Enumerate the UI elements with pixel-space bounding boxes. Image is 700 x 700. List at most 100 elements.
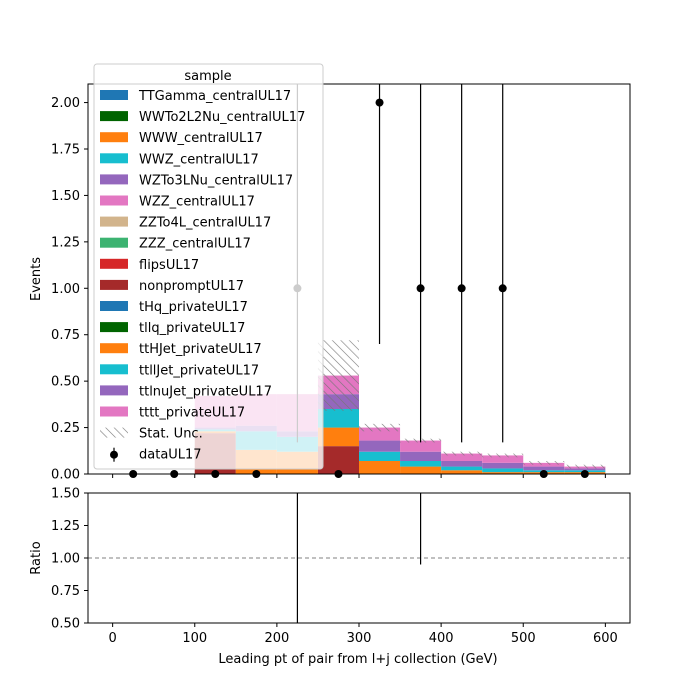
legend-swatch-5: [100, 195, 128, 206]
legend-swatch-3: [100, 153, 128, 164]
main-ytick-label-0: 0.00: [51, 468, 80, 483]
x-axis-label: Leading pt of pair from l+j collection (…: [218, 652, 497, 667]
main-ytick-label-1: 0.25: [51, 421, 80, 436]
ratio-y-ticks: 0.50 0.75 1.00 1.25 1.50: [51, 487, 88, 632]
bar-ttllJet_privateUL17-bin-5: [317, 409, 359, 428]
legend-swatch-0: [100, 90, 128, 100]
legend-swatch-8: [100, 258, 128, 269]
legend-label-2: WWW_centralUL17: [139, 131, 263, 146]
data-point-8: [457, 284, 466, 293]
legend-label-0: TTGamma_centralUL17: [138, 89, 291, 104]
legend-label-14: ttlnuJet_privateUL17: [139, 384, 272, 399]
main-ytick-label-4: 1.00: [51, 282, 80, 297]
legend-label-15: tttt_privateUL17: [139, 406, 245, 421]
ratio-ytick-label-2: 1.00: [51, 552, 80, 567]
bar-ttllJet_privateUL17-bin-7: [400, 461, 442, 467]
ratio-panel: 0.50 0.75 1.00 1.25 1.50 0 100 200 300 400 500 600…: [29, 487, 631, 667]
bar-ttlnuJet_privateUL17-bin-10: [523, 466, 565, 471]
legend-label-13: ttllJet_privateUL17: [139, 363, 259, 378]
stat-unc-bin-11: [564, 464, 606, 469]
ratio-error-bars: [296, 493, 422, 623]
legend-label-12: ttHJet_privateUL17: [139, 342, 262, 357]
main-ytick-label-2: 0.50: [51, 375, 80, 390]
main-ytick-label-5: 1.25: [51, 235, 80, 250]
legend-swatch-11: [100, 322, 128, 333]
ratio-xtick-label-4: 400: [429, 631, 454, 646]
main-ytick-label-3: 0.75: [51, 328, 80, 343]
data-point-6: [375, 98, 384, 107]
legend-swatch-10: [100, 301, 128, 311]
ratio-xtick-label-2: 200: [264, 631, 289, 646]
bar-tttt_privateUL17-bin-7: [400, 440, 442, 452]
stat-unc-bin-10: [523, 461, 565, 465]
legend-swatch-14: [100, 385, 128, 396]
legend-label-9: nonpromptUL17: [139, 279, 244, 294]
ratio-y-axis-label: Ratio: [29, 541, 44, 574]
stat-unc-bin-9: [482, 453, 524, 458]
ratio-xtick-label-5: 500: [511, 631, 536, 646]
legend-swatch-2: [100, 132, 128, 143]
data-point-7: [416, 284, 425, 293]
legend-swatch-1: [100, 111, 128, 122]
stat-uncertainty-bands: [317, 340, 606, 469]
ratio-ytick-label-4: 1.50: [51, 487, 80, 502]
main-ytick-label-8: 2.00: [51, 96, 80, 111]
ratio-plot-frame: [87, 492, 631, 624]
bar-ttllJet_privateUL17-bin-8: [441, 466, 483, 471]
legend-swatch-15: [100, 406, 128, 417]
legend-label-data: dataUL17: [139, 448, 202, 463]
ratio-ytick-label-3: 1.25: [51, 519, 80, 534]
main-y-ticks: 0.00 0.25 0.50 0.75 1.00 1.25 1.50 1.75 2.00: [51, 96, 88, 483]
legend-title: sample: [184, 69, 231, 84]
bar-nonpromptUL17-bin-5: [317, 446, 359, 474]
main-panel: 0.00 0.25 0.50 0.75 1.00 1.25 1.50 1.75 2.00 Eve…: [29, 83, 631, 483]
legend-label-5: WZZ_centralUL17: [139, 195, 255, 210]
ratio-ytick-label-0: 0.50: [51, 617, 80, 632]
ratio-xtick-label-0: 0: [108, 631, 116, 646]
main-x-ticks: [112, 474, 606, 478]
bar-ttllJet_privateUL17-bin-6: [359, 451, 401, 461]
ratio-ytick-label-1: 0.75: [51, 584, 80, 599]
legend-swatch-6: [100, 216, 128, 227]
ratio-xtick-label-3: 300: [347, 631, 372, 646]
legend-label-1: WWTo2L2Nu_centralUL17: [139, 110, 305, 125]
legend: sample TTGamma_centralUL17 WWTo2L2Nu_cent…: [93, 63, 324, 470]
legend-label-10: tHq_privateUL17: [139, 300, 248, 315]
legend-swatch-12: [100, 343, 128, 354]
legend-label-6: ZZTo4L_centralUL17: [139, 216, 271, 231]
legend-entries: TTGamma_centralUL17 WWTo2L2Nu_centralUL17…: [100, 89, 305, 463]
bar-ttlnuJet_privateUL17-bin-7: [400, 451, 442, 461]
main-y-axis-label: Events: [29, 257, 44, 301]
stat-unc-bin-5: [317, 340, 359, 411]
legend-swatch-stat-unc: [100, 427, 128, 438]
data-point-9: [498, 284, 507, 293]
bar-ttlnuJet_privateUL17-bin-8: [441, 461, 483, 467]
legend-swatch-7: [100, 237, 128, 248]
legend-label-4: WZTo3LNu_centralUL17: [139, 173, 293, 188]
bar-ttllJet_privateUL17-bin-9: [482, 468, 524, 473]
bar-tttt_privateUL17-bin-8: [441, 453, 483, 461]
bar-ttlnuJet_privateUL17-bin-9: [482, 462, 524, 469]
bar-ttlnuJet_privateUL17-bin-11: [564, 468, 606, 471]
bar-ttHJet_privateUL17-bin-5: [317, 427, 359, 447]
legend-label-3: WWZ_centralUL17: [139, 152, 259, 167]
legend-swatch-9: [100, 279, 128, 290]
bar-tttt_privateUL17-bin-9: [482, 455, 524, 463]
bar-ttHJet_privateUL17-bin-8: [441, 470, 483, 474]
ratio-x-ticks: 0 100 200 300 400 500 600: [108, 623, 618, 646]
stat-unc-bin-8: [441, 451, 483, 456]
legend-label-11: tllq_privateUL17: [139, 321, 245, 336]
main-ytick-label-7: 1.75: [51, 143, 80, 158]
bar-ttHJet_privateUL17-bin-9: [482, 472, 524, 474]
legend-swatch-4: [100, 174, 128, 185]
bar-ttHJet_privateUL17-bin-6: [359, 461, 401, 474]
legend-label-7: ZZZ_centralUL17: [139, 237, 251, 252]
ratio-xtick-label-1: 100: [182, 631, 207, 646]
legend-swatch-13: [100, 364, 128, 375]
legend-label-8: flipsUL17: [139, 258, 199, 273]
bar-ttlnuJet_privateUL17-bin-6: [359, 440, 401, 452]
legend-label-stat-unc: Stat. Unc.: [139, 427, 203, 442]
stat-unc-bin-6: [359, 423, 401, 432]
main-ytick-label-6: 1.50: [51, 189, 80, 204]
